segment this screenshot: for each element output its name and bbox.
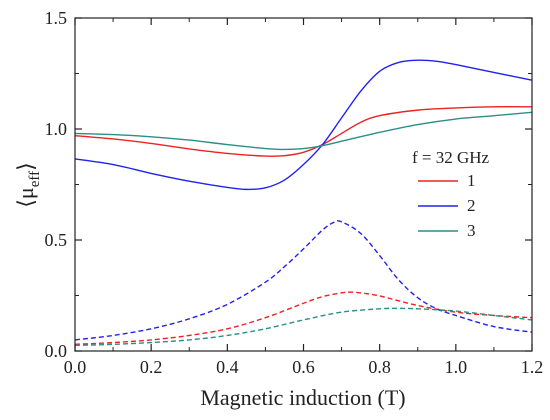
y-tick-label: 0.0 <box>45 341 68 361</box>
x-tick-label: 1.2 <box>521 357 544 377</box>
legend-title: f = 32 GHz <box>412 148 490 167</box>
legend-label-3: 3 <box>467 221 476 240</box>
x-axis-title: Magnetic induction (T) <box>200 385 405 410</box>
legend: f = 32 GHz 1 2 3 <box>412 148 490 240</box>
series-line-dashed-4-imaginary <box>74 220 533 341</box>
legend-label-2: 2 <box>467 196 476 215</box>
y-axis-title-close: ⟩ <box>13 162 38 171</box>
y-tick-label: 1.5 <box>45 8 68 28</box>
series-line-3-real <box>74 111 533 151</box>
y-axis-title: ⟨μeff⟩ <box>13 162 43 207</box>
ticks-layer: 0.0 0.2 0.4 0.6 0.8 1.0 1.2 0.0 0.5 1.0 1.5 <box>45 8 544 377</box>
x-tick-label: 0.0 <box>64 357 87 377</box>
series-layer <box>74 59 533 347</box>
series-line-2-real <box>74 59 533 191</box>
x-tick-label: 0.6 <box>292 357 315 377</box>
y-tick-label: 1.0 <box>45 119 68 139</box>
plot-frame <box>74 17 533 352</box>
x-tick-label: 0.2 <box>140 357 163 377</box>
series-line-dashed-5-imaginary <box>74 307 533 347</box>
y-axis-title-sub: eff <box>27 171 43 187</box>
x-tick-label: 0.8 <box>368 357 391 377</box>
y-tick-label: 0.5 <box>45 230 68 250</box>
x-tick-label: 0.4 <box>216 357 239 377</box>
series-line-1-real <box>74 106 533 157</box>
legend-label-1: 1 <box>467 171 476 190</box>
x-tick-label: 1.0 <box>445 357 468 377</box>
y-axis-title-main: ⟨μ <box>13 187 38 207</box>
